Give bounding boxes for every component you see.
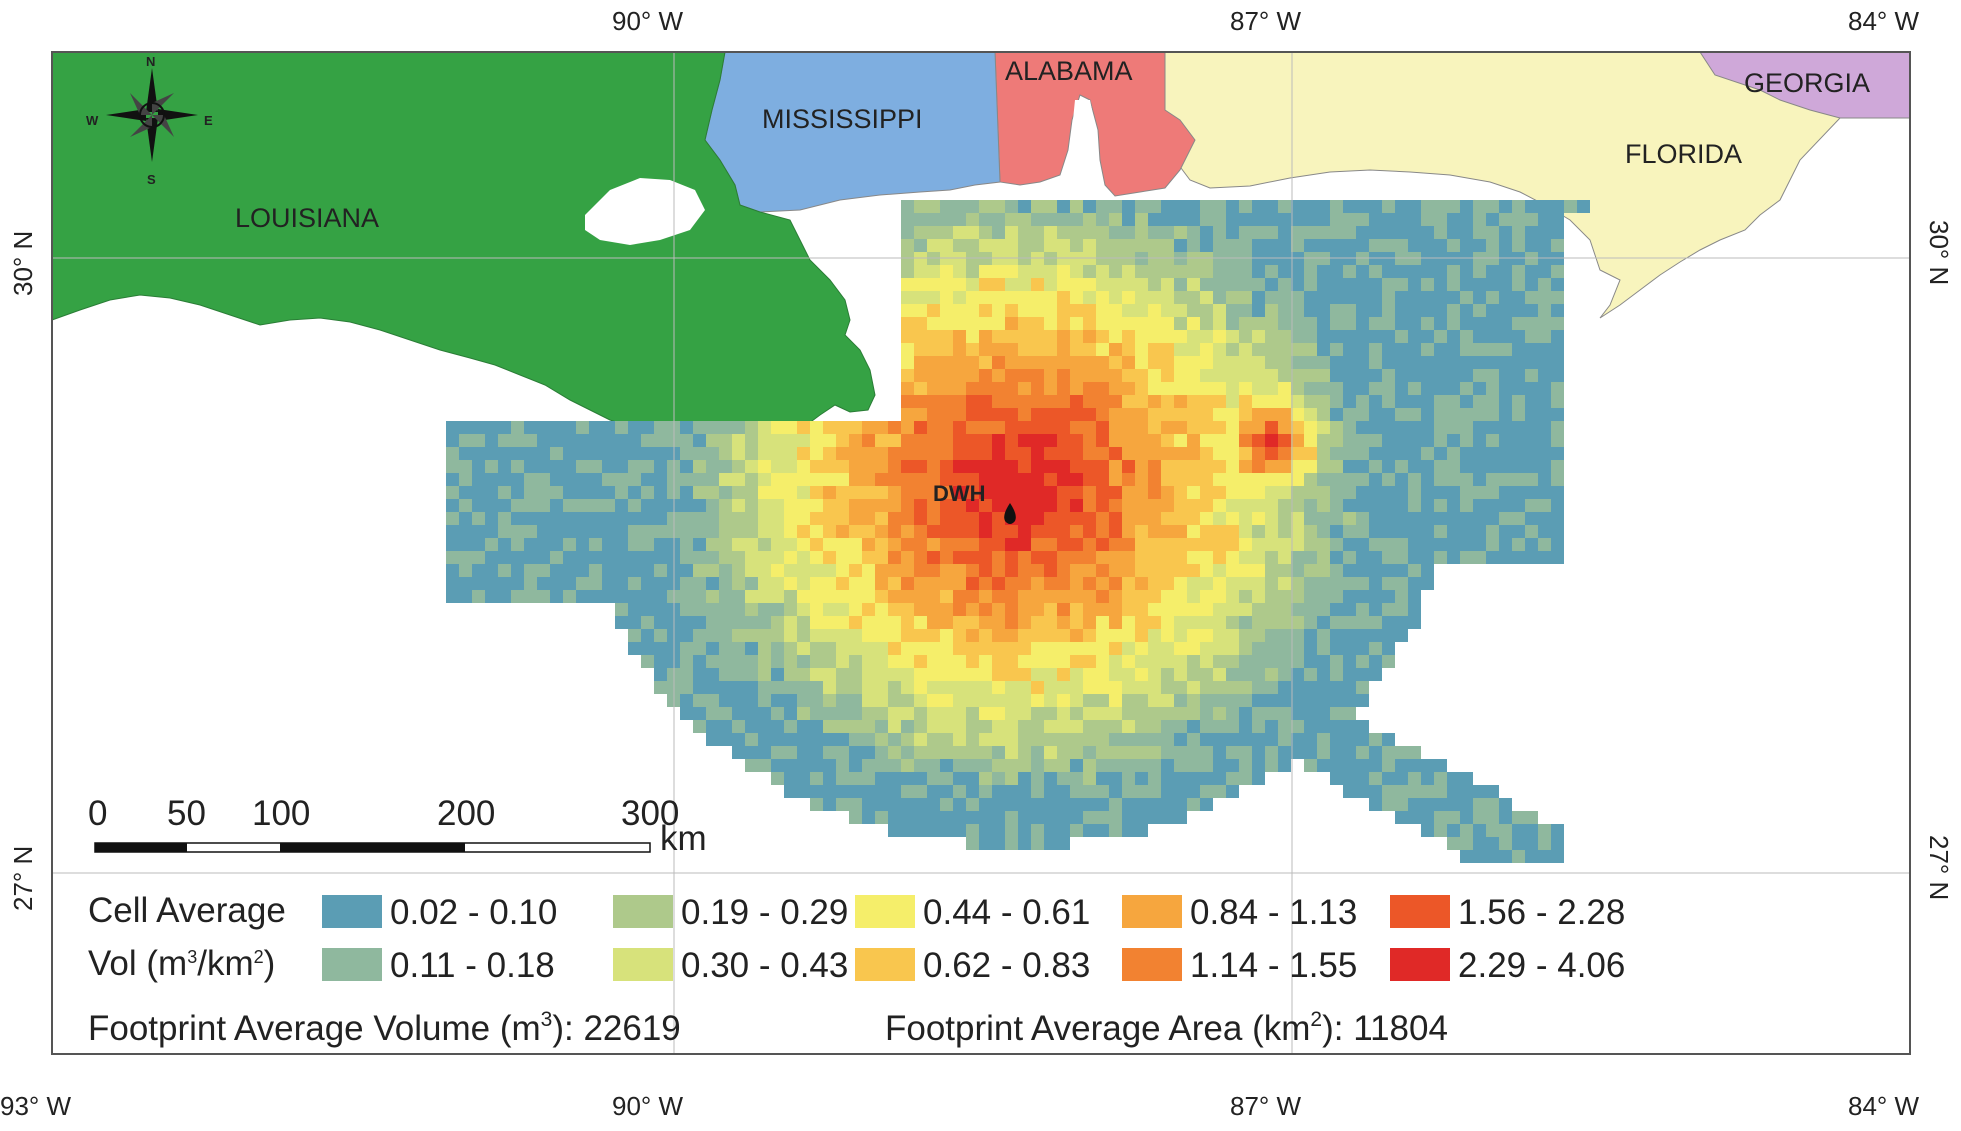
- coord-right-27n: 27° N: [1924, 835, 1954, 900]
- legend-swatch: [1122, 948, 1182, 981]
- compass-e: E: [204, 113, 213, 128]
- footprint-area: Footprint Average Area (km2): 11804: [885, 1008, 1448, 1048]
- coord-bottom-87w: 87° W: [1230, 1091, 1302, 1121]
- compass-n: N: [146, 54, 155, 69]
- florida-land: [1164, 51, 1911, 319]
- legend-swatch: [322, 948, 382, 981]
- state-label-georgia: GEORGIA: [1744, 68, 1870, 98]
- footprint-volume: Footprint Average Volume (m3): 22619: [88, 1008, 681, 1048]
- graticule: [52, 52, 1910, 1054]
- state-label-alabama: ALABAMA: [1005, 56, 1133, 86]
- coord-left-27n: 27° N: [8, 846, 38, 911]
- state-label-florida: FLORIDA: [1625, 139, 1742, 169]
- coord-top-90w: 90° W: [612, 6, 684, 36]
- legend-label: 1.14 - 1.55: [1190, 946, 1357, 985]
- coord-left-30n: 30° N: [8, 231, 38, 296]
- scale-tick-100: 100: [252, 794, 310, 833]
- mobile-bay: [1065, 100, 1098, 192]
- legend-swatch: [1122, 895, 1182, 928]
- legend-title-line2: Vol (m3/km2): [88, 944, 275, 983]
- coord-bottom-93w: 93° W: [0, 1091, 72, 1121]
- coord-top-84w: 84° W: [1848, 6, 1920, 36]
- well-label: DWH: [933, 481, 986, 506]
- legend-label: 0.19 - 0.29: [681, 893, 848, 932]
- compass-rose-icon: N S E W: [86, 54, 213, 187]
- legend-swatch: [613, 948, 673, 981]
- legend: Cell Average Vol (m3/km2) 0.02 - 0.10 0.1…: [88, 891, 1625, 1048]
- coord-bottom-90w: 90° W: [612, 1091, 684, 1121]
- legend-swatch: [1390, 948, 1450, 981]
- well-marker-icon: [1004, 503, 1016, 524]
- scale-tick-0: 0: [88, 794, 107, 833]
- scale-tick-50: 50: [167, 794, 206, 833]
- scale-bar: 0 50 100 200 300 km: [88, 794, 707, 858]
- compass-w: W: [86, 113, 99, 128]
- oil-footprint-raster: [446, 200, 1590, 863]
- legend-label: 0.02 - 0.10: [390, 893, 557, 932]
- legend-label: 0.44 - 0.61: [923, 893, 1090, 932]
- coord-bottom-84w: 84° W: [1848, 1091, 1920, 1121]
- scale-unit: km: [660, 819, 707, 858]
- alabama-land: [994, 51, 1196, 197]
- state-label-mississippi: MISSISSIPPI: [762, 104, 923, 134]
- scale-tick-300: 300: [621, 794, 679, 833]
- legend-title-line1: Cell Average: [88, 891, 286, 930]
- map-border: [51, 51, 1911, 1055]
- coord-top-87w: 87° W: [1230, 6, 1302, 36]
- legend-label: 0.30 - 0.43: [681, 946, 848, 985]
- state-label-louisiana: LOUISIANA: [235, 203, 379, 233]
- legend-label: 2.29 - 4.06: [1458, 946, 1625, 985]
- legend-label: 0.84 - 1.13: [1190, 893, 1357, 932]
- scale-tick-200: 200: [437, 794, 495, 833]
- legend-swatch: [855, 948, 915, 981]
- legend-swatch: [613, 895, 673, 928]
- lake-pontchartrain: [585, 178, 705, 245]
- legend-label: 0.11 - 0.18: [390, 946, 555, 985]
- legend-swatch: [322, 895, 382, 928]
- legend-label: 0.62 - 0.83: [923, 946, 1090, 985]
- coord-right-30n: 30° N: [1924, 220, 1954, 285]
- legend-swatch: [855, 895, 915, 928]
- compass-s: S: [147, 172, 156, 187]
- legend-swatch: [1390, 895, 1450, 928]
- legend-label: 1.56 - 2.28: [1458, 893, 1625, 932]
